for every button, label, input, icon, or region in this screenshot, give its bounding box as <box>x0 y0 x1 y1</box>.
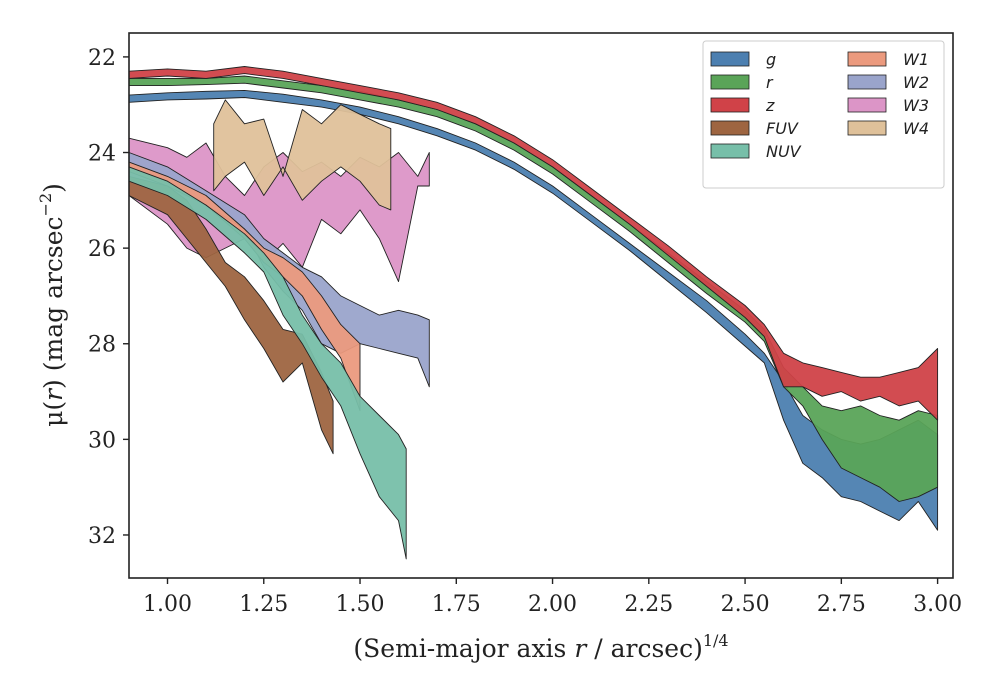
band-nuv <box>128 166 407 560</box>
legend-swatch-w4 <box>847 120 887 136</box>
legend-swatch-w2 <box>847 74 887 90</box>
x-tick-label: 2.25 <box>624 592 673 617</box>
legend-swatch-w1 <box>847 51 887 67</box>
y-tick-label: 28 <box>88 333 116 358</box>
x-tick-label: 1.50 <box>336 592 385 617</box>
legend-label-w4: W4 <box>903 119 929 138</box>
legend-swatch-fuv <box>710 120 750 136</box>
x-tick-label: 1.25 <box>239 592 288 617</box>
x-axis-ticks: 1.00 1.25 1.50 1.75 2.00 2.25 2.50 2.75 3.00 <box>143 578 962 617</box>
band-z <box>128 66 939 421</box>
legend-swatch-nuv <box>710 143 750 159</box>
x-tick-label: 1.75 <box>432 592 481 617</box>
legend-swatch-r <box>710 74 750 90</box>
x-tick-label: 2.75 <box>817 592 866 617</box>
y-tick-label: 22 <box>88 46 116 71</box>
y-tick-label: 30 <box>88 428 116 453</box>
legend-label-w2: W2 <box>903 73 929 92</box>
legend-label-r: r <box>766 73 774 92</box>
band-w4 <box>213 99 392 211</box>
area-bands <box>128 66 939 560</box>
legend-swatch-g <box>710 51 750 67</box>
legend-label-w1: W1 <box>903 50 929 69</box>
legend-label-fuv: FUV <box>766 119 799 138</box>
y-axis-ticks: 22 24 26 28 30 32 <box>88 46 129 549</box>
y-tick-label: 26 <box>88 237 116 262</box>
legend-label-w3: W3 <box>903 96 929 115</box>
band-g <box>128 89 939 531</box>
x-tick-label: 2.00 <box>528 592 577 617</box>
legend: grz FUV NUV W1 W2 W3 W4 <box>702 40 945 189</box>
y-tick-label: 24 <box>88 142 116 167</box>
x-axis-label: (Semi-major axis r / arcsec)1/4 <box>353 631 728 663</box>
band-fuv <box>128 175 334 455</box>
plot-frame <box>128 32 954 579</box>
y-axis-label: μ(r) (mag arcsec−2) <box>36 183 68 427</box>
legend-label-z: z <box>765 96 775 115</box>
legend-swatch-w3 <box>847 97 887 113</box>
x-tick-label: 2.50 <box>721 592 770 617</box>
legend-label-g: g <box>766 50 776 69</box>
y-tick-label: 32 <box>88 524 116 549</box>
x-tick-label: 1.00 <box>143 592 192 617</box>
x-tick-label: 3.00 <box>913 592 962 617</box>
legend-swatch-z <box>710 97 750 113</box>
legend-label-nuv: NUV <box>766 142 802 161</box>
